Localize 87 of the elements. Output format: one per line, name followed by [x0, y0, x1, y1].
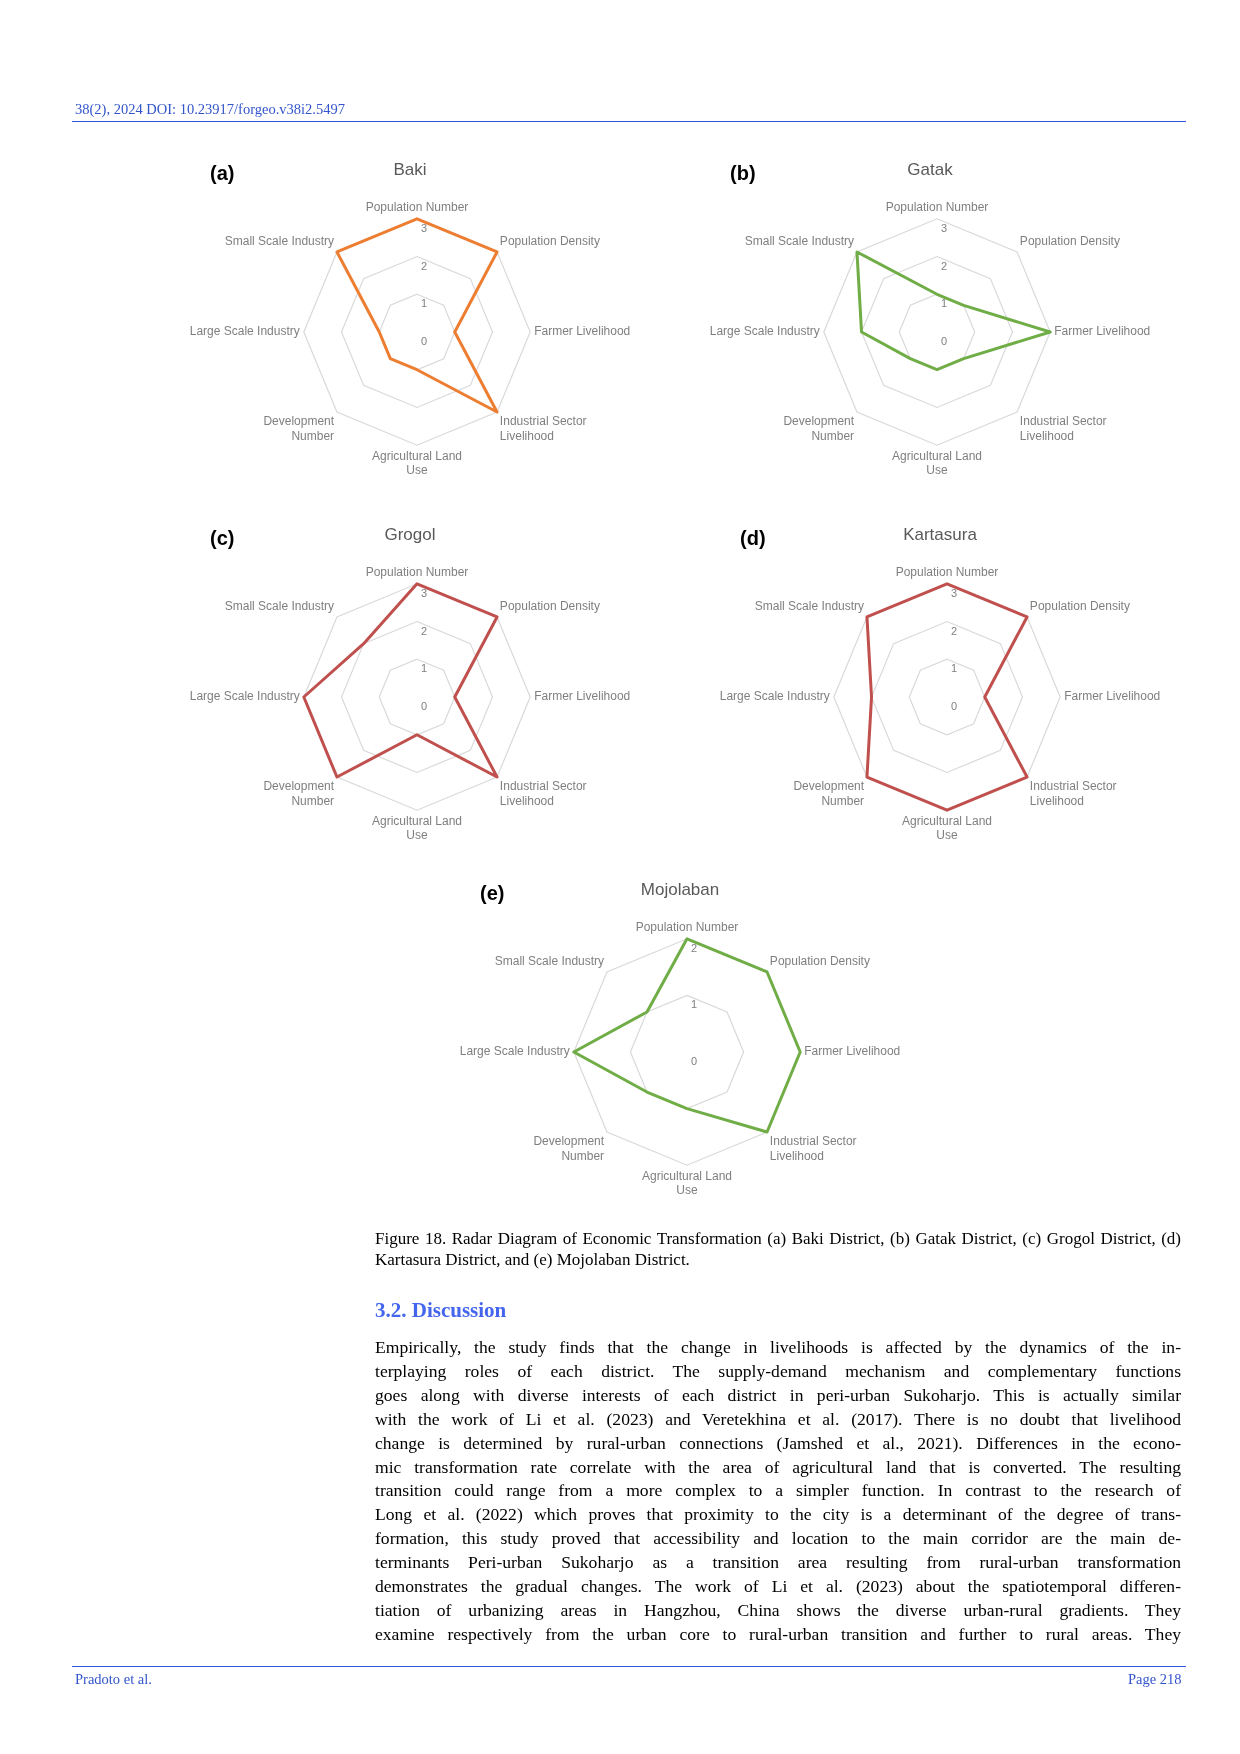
- spoke-label: Large Scale Industry: [719, 689, 830, 704]
- text: (e): [480, 881, 505, 904]
- spoke-label: Population Number: [365, 199, 469, 214]
- text: examine respectively from the urban core to rural-urban transition and further to rural areas. They: [375, 1622, 1181, 1645]
- text: mic transformation rate correlate with the area of agricultural land that is converted. The resulting: [375, 1455, 1181, 1478]
- y-tick-label: 0: [421, 335, 428, 348]
- text: tiation of urbanizing areas in Hangzhou, China shows the diverse urban-rural gradients. They: [375, 1598, 1181, 1621]
- text: Page 218: [1128, 1671, 1182, 1688]
- spoke-label: Industrial Sector Livelihood: [499, 779, 587, 808]
- text: change is determined by rural-urban connections (Jamshed et al., 2021). Differences in the econo-: [375, 1431, 1181, 1454]
- y-tick-label: 1: [421, 297, 428, 310]
- text: terplaying roles of each district. The supply-demand mechanism and complementary functions: [375, 1359, 1181, 1382]
- spoke-label: Large Scale Industry: [459, 1044, 570, 1059]
- spoke-label: Development Number: [793, 779, 865, 808]
- y-tick-label: 3: [951, 586, 958, 599]
- spoke-label: Population Number: [895, 564, 999, 579]
- text: terminants Peri-urban Sukoharjo as a transition area resulting from rural-urban transformation: [375, 1551, 1181, 1574]
- y-tick-label: 0: [951, 700, 958, 713]
- text: with the work of Li et al. (2023) and Veretekhina et al. (2017). There is no doubt that livelihood: [375, 1407, 1181, 1430]
- text: formation, this study proved that accessibility and location to the main corridor are the main de-: [375, 1527, 1181, 1550]
- spoke-label: Agricultural Land Use: [371, 813, 463, 843]
- spoke-label: Population Density: [769, 954, 870, 969]
- spoke-label: Development Number: [533, 1134, 605, 1163]
- spoke-label: Small Scale Industry: [494, 954, 605, 969]
- spoke-label: Population Number: [365, 564, 469, 579]
- spoke-label: Population Density: [499, 599, 600, 614]
- chart-title: Baki: [393, 159, 427, 179]
- y-tick-label: 2: [421, 624, 428, 637]
- spoke-label: Population Density: [1029, 599, 1130, 614]
- spoke-label: Population Density: [499, 234, 600, 249]
- spoke-label: Development Number: [263, 414, 335, 443]
- text: 38(2), 2024 DOI: 10.23917/forgeo.v38i2.5497: [75, 101, 345, 118]
- spoke-label: Farmer Livelihood: [534, 689, 631, 704]
- y-tick-label: 2: [691, 941, 698, 954]
- text: (c): [210, 526, 235, 549]
- text: 3.2. Discussion: [375, 1298, 507, 1323]
- y-tick-label: 1: [941, 297, 948, 310]
- spoke-label: Agricultural Land Use: [641, 1168, 733, 1198]
- y-tick-label: 1: [691, 998, 698, 1011]
- spoke-label: Industrial Sector Livelihood: [769, 1134, 857, 1163]
- y-tick-label: 1: [421, 662, 428, 675]
- spoke-label: Small Scale Industry: [754, 599, 865, 614]
- spoke-label: Large Scale Industry: [189, 324, 300, 339]
- spoke-label: Development Number: [263, 779, 335, 808]
- y-tick-label: 3: [421, 221, 428, 234]
- spoke-label: Industrial Sector Livelihood: [499, 414, 587, 443]
- spoke-label: Industrial Sector Livelihood: [1019, 414, 1107, 443]
- spoke-label: Large Scale Industry: [189, 689, 300, 704]
- y-tick-label: 1: [951, 662, 958, 675]
- chart-title: Gatak: [907, 159, 954, 179]
- spoke-label: Population Number: [885, 199, 989, 214]
- text: Long et al. (2022) which proves that proximity to the city is a determinant of the degree of trans-: [375, 1503, 1181, 1526]
- spoke-label: Population Number: [635, 919, 739, 934]
- spoke-label: Agricultural Land Use: [901, 813, 993, 843]
- spoke-label: Small Scale Industry: [224, 234, 335, 249]
- spoke-label: Population Density: [1019, 234, 1120, 249]
- spoke-label: Agricultural Land Use: [891, 448, 983, 478]
- text: Empirically, the study finds that the change in livelihoods is affected by the dynamics of the in-: [375, 1336, 1181, 1358]
- spoke-label: Large Scale Industry: [709, 324, 820, 339]
- spoke-label: Small Scale Industry: [224, 599, 335, 614]
- spoke-label: Small Scale Industry: [744, 234, 855, 249]
- spoke-label: Agricultural Land Use: [371, 448, 463, 478]
- spoke-label: Farmer Livelihood: [1064, 689, 1161, 704]
- chart-title: Grogol: [384, 524, 436, 544]
- y-tick-label: 2: [421, 259, 428, 272]
- text: (a): [210, 161, 235, 184]
- y-tick-label: 2: [941, 259, 948, 272]
- spoke-label: Farmer Livelihood: [804, 1044, 901, 1059]
- y-tick-label: 0: [941, 335, 948, 348]
- spoke-label: Farmer Livelihood: [534, 324, 631, 339]
- spoke-label: Farmer Livelihood: [1054, 324, 1151, 339]
- chart-title: Mojolaban: [640, 879, 720, 899]
- y-tick-label: 3: [941, 221, 948, 234]
- spoke-label: Development Number: [783, 414, 855, 443]
- text: (b): [730, 161, 756, 184]
- text: demonstrates the gradual changes. The work of Li et al. (2023) about the spatiotemporal differen-: [375, 1575, 1181, 1597]
- text: goes along with diverse interests of each district in peri-urban Sukoharjo. This is actually similar: [375, 1383, 1181, 1406]
- y-tick-label: 0: [691, 1055, 698, 1068]
- caption: Figure 18. Radar Diagram of Economic Transformation (a) Baki District, (b) Gatak District, (c) Grogol District, (d) Kartasura District, and (e) Mojolaban District.: [375, 1228, 1181, 1270]
- spoke-label: Industrial Sector Livelihood: [1029, 779, 1117, 808]
- y-tick-label: 0: [421, 700, 428, 713]
- y-tick-label: 2: [951, 624, 958, 637]
- text: Pradoto et al.: [75, 1671, 152, 1688]
- chart-title: Kartasura: [903, 524, 978, 544]
- text: transition could range from a more complex to a simpler function. In contrast to the research of: [375, 1479, 1181, 1502]
- y-tick-label: 3: [421, 586, 428, 599]
- text: (d): [740, 526, 766, 549]
